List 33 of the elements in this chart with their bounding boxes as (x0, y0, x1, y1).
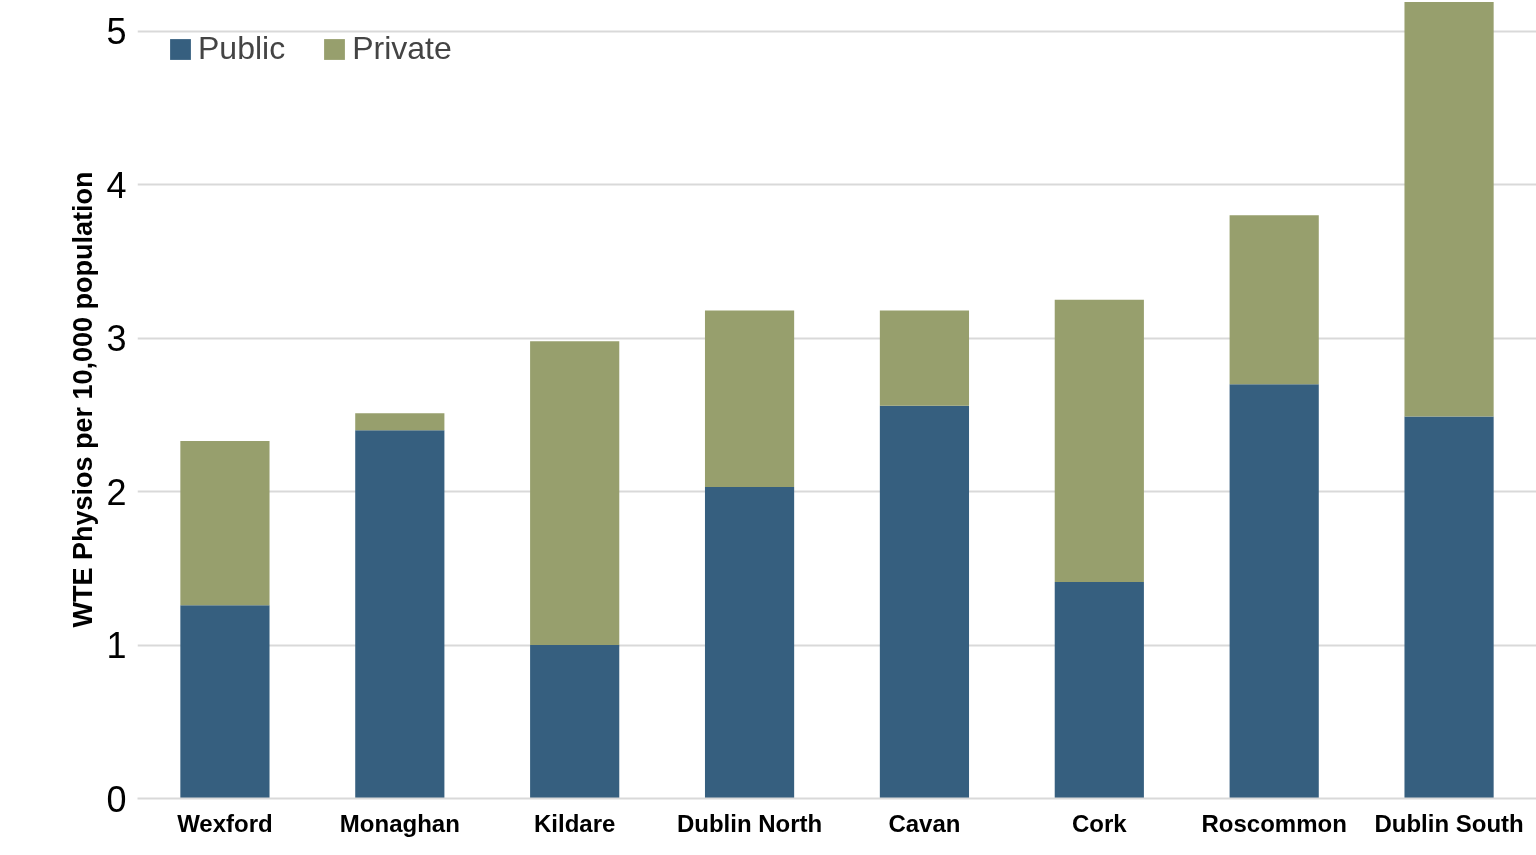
x-tick-label: Kildare (534, 809, 616, 837)
y-axis-title: WTE Physios per 10,000 population (68, 171, 99, 628)
bar (355, 430, 445, 799)
y-tick-label: 0 (106, 778, 127, 820)
bar (879, 405, 970, 799)
y-tick-label: 2 (106, 471, 127, 513)
bar (1054, 299, 1144, 583)
x-tick-label: Cavan (888, 809, 961, 837)
x-tick-label: Roscommon (1201, 809, 1347, 837)
bar (180, 440, 270, 606)
bar (1229, 384, 1319, 799)
legend-label: Private (352, 30, 452, 67)
y-tick-label: 4 (106, 164, 127, 206)
y-tick-label: 1 (106, 625, 127, 667)
bar (1404, 2, 1494, 417)
bar (1404, 416, 1494, 799)
bar (704, 486, 795, 799)
bar (704, 310, 795, 487)
x-tick-label: Monaghan (339, 809, 460, 837)
legend-label: Public (198, 30, 286, 67)
bar (530, 645, 620, 799)
bar (180, 605, 270, 799)
y-tick-label: 3 (106, 318, 127, 360)
bar (1054, 582, 1144, 799)
x-tick-label: Dublin North (676, 809, 823, 837)
x-tick-label: Cork (1071, 809, 1128, 837)
bar (355, 413, 445, 431)
bar (530, 341, 620, 646)
bar (1229, 215, 1319, 385)
bar (879, 310, 970, 406)
x-tick-label: Wexford (177, 809, 273, 837)
x-tick-label: Dublin South (1374, 809, 1524, 837)
y-tick-label: 5 (106, 11, 127, 53)
